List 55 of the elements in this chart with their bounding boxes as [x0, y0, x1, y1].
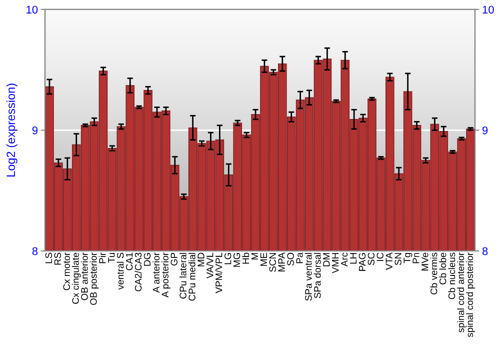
y-tick-label: 10 — [26, 6, 38, 14]
x-tick-label: VA/VL — [206, 252, 214, 278]
x-tick-label: spinal cord anterior — [457, 252, 466, 332]
x-tick-label: spinal cord posterior — [466, 252, 475, 338]
x-tick-label: ventral S — [116, 252, 124, 290]
x-tick-label: Pir — [98, 252, 106, 264]
x-tick-label: Pa — [296, 252, 303, 264]
x-tick-label: Tu — [108, 252, 115, 263]
x-tick-label: OB posterior — [90, 252, 99, 305]
y-axis-title: Log2 (expression) — [6, 84, 18, 176]
x-tick-label: Cb vermis — [430, 252, 438, 294]
x-tick-label: RS — [54, 252, 61, 265]
x-tick-label: SPa ventral — [304, 252, 312, 301]
x-tick-label: PAG — [358, 253, 366, 271]
x-tick-label: CPu medial — [188, 252, 196, 301]
x-tick-label: MPA — [278, 252, 285, 272]
x-tick-label: Arc — [341, 252, 348, 266]
x-tick-label: LS — [45, 252, 52, 264]
x-tick-label: VMH — [332, 253, 339, 274]
x-tick-label: SN — [394, 253, 402, 266]
x-tick-label: A anterior — [152, 252, 160, 293]
x-tick-label: Tg — [404, 252, 412, 264]
x-tick-label: VPM/VPL — [215, 252, 222, 294]
y2-tick-label: 10 — [482, 6, 494, 14]
y2-tick-label: 8 — [482, 247, 488, 256]
x-tick-label: SO — [287, 252, 294, 266]
y-tick-label: 9 — [32, 126, 38, 134]
y-tick-label: 8 — [32, 247, 38, 256]
x-tick-label: SC — [368, 252, 375, 266]
x-tick-label: GP — [170, 252, 178, 266]
x-tick-label: OB anterior — [80, 252, 88, 300]
x-tick-label: CA1 — [126, 252, 133, 270]
x-tick-label: M — [251, 253, 258, 260]
x-tick-label: Cb nucleus — [448, 252, 456, 300]
x-tick-label: A posterior — [162, 252, 170, 298]
x-tick-label: LG — [224, 253, 232, 264]
x-tick-label: MVe — [422, 252, 428, 270]
x-tick-label: IC — [376, 252, 384, 261]
x-tick-label: SCN — [269, 253, 276, 272]
x-tick-label: Pn — [412, 252, 420, 264]
x-tick-label: Cx cingulate — [72, 252, 81, 304]
x-tick-label: MD — [198, 252, 204, 266]
y2-tick-label: 9 — [482, 126, 488, 134]
x-tick-label: Cb lobe — [439, 252, 446, 284]
x-tick-label: CA2/CA3 — [134, 252, 142, 292]
x-tick-label: CPu lateral — [179, 252, 186, 299]
x-tick-label: MG — [233, 253, 240, 267]
x-tick-label: Cx motor — [63, 252, 70, 290]
x-tick-label: Hb — [242, 252, 250, 264]
x-tick-label: SPa dorsal — [314, 252, 321, 298]
x-tick-label: DG — [144, 253, 151, 266]
x-tick-label: ME — [260, 252, 267, 266]
x-tick-label: VTA — [386, 252, 392, 270]
x-tick-label: DM — [323, 253, 330, 266]
x-tick-label: LH — [350, 253, 357, 264]
